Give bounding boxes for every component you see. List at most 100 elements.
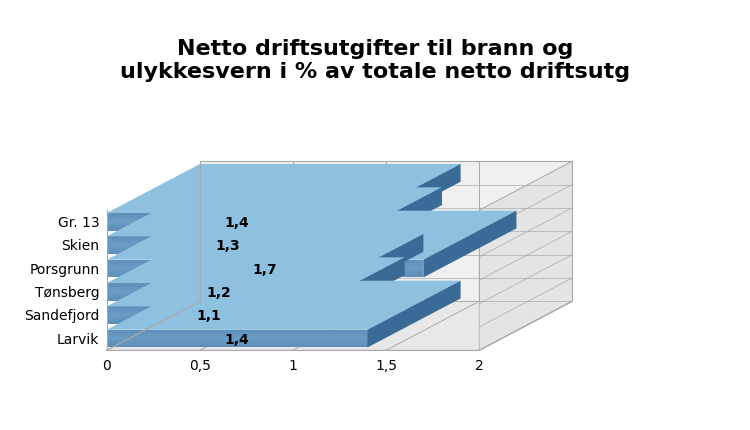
Polygon shape [106,250,349,251]
Polygon shape [106,335,368,336]
Text: Larvik: Larvik [57,332,99,346]
Text: 0: 0 [103,359,111,372]
Polygon shape [106,284,330,285]
Polygon shape [106,215,368,216]
Text: 1,7: 1,7 [253,262,278,276]
Polygon shape [106,245,349,246]
Text: Tønsberg: Tønsberg [34,285,99,299]
Polygon shape [106,264,423,265]
Polygon shape [106,293,330,294]
Polygon shape [106,332,368,333]
Polygon shape [106,307,312,308]
Polygon shape [106,266,423,267]
Polygon shape [200,162,572,301]
Polygon shape [106,298,330,299]
Polygon shape [106,341,368,342]
Polygon shape [106,342,368,343]
Polygon shape [106,246,349,247]
Polygon shape [106,219,368,220]
Polygon shape [106,247,349,248]
Polygon shape [106,239,349,240]
Polygon shape [106,322,312,323]
Polygon shape [106,311,312,312]
Polygon shape [106,243,349,244]
Text: 1,3: 1,3 [215,239,240,252]
Polygon shape [106,339,368,340]
Polygon shape [106,330,368,347]
Polygon shape [106,225,368,226]
Polygon shape [106,217,368,218]
Text: 1,5: 1,5 [375,359,397,372]
Polygon shape [312,258,405,324]
Polygon shape [106,281,460,330]
Polygon shape [106,214,368,215]
Polygon shape [106,270,423,271]
Text: 1: 1 [289,359,298,372]
Polygon shape [106,331,368,332]
Polygon shape [106,242,349,243]
Polygon shape [106,222,368,223]
Polygon shape [106,285,330,286]
Polygon shape [106,343,368,344]
Polygon shape [106,271,423,272]
Polygon shape [106,300,330,301]
Polygon shape [106,330,368,331]
Polygon shape [106,292,330,293]
Polygon shape [106,211,517,260]
Polygon shape [106,216,368,217]
Polygon shape [106,258,405,307]
Polygon shape [106,301,572,350]
Polygon shape [106,228,368,230]
Polygon shape [106,320,312,321]
Polygon shape [106,260,423,278]
Polygon shape [106,268,423,269]
Polygon shape [106,165,460,214]
Polygon shape [106,308,312,309]
Polygon shape [479,162,572,350]
Polygon shape [423,211,517,278]
Polygon shape [106,224,368,225]
Polygon shape [106,340,368,341]
Polygon shape [106,338,368,339]
Text: Porsgrunn: Porsgrunn [29,262,99,276]
Polygon shape [106,345,368,346]
Polygon shape [106,289,330,290]
Polygon shape [349,188,442,255]
Polygon shape [106,265,423,266]
Polygon shape [106,334,368,335]
Polygon shape [106,321,312,322]
Text: Netto driftsutgifter til brann og
ulykkesvern i % av totale netto driftsutg: Netto driftsutgifter til brann og ulykke… [120,39,630,82]
Polygon shape [106,346,368,347]
Polygon shape [106,263,423,264]
Polygon shape [106,307,312,324]
Text: 1,4: 1,4 [225,215,250,229]
Polygon shape [106,273,423,274]
Polygon shape [106,227,368,228]
Polygon shape [106,333,368,334]
Polygon shape [106,276,423,277]
Polygon shape [106,244,349,245]
Polygon shape [106,274,423,275]
Polygon shape [106,252,349,253]
Polygon shape [106,299,330,300]
Polygon shape [106,260,423,261]
Polygon shape [106,253,349,254]
Polygon shape [106,261,423,262]
Polygon shape [106,249,349,250]
Polygon shape [106,240,349,241]
Polygon shape [106,188,442,237]
Polygon shape [106,248,349,249]
Polygon shape [106,237,349,255]
Polygon shape [106,237,349,238]
Polygon shape [106,251,349,252]
Polygon shape [106,238,349,239]
Polygon shape [106,319,312,320]
Polygon shape [106,316,312,317]
Text: Skien: Skien [62,239,99,252]
Polygon shape [106,317,312,318]
Polygon shape [106,262,423,263]
Polygon shape [106,283,330,284]
Polygon shape [106,283,330,301]
Polygon shape [106,230,368,231]
Polygon shape [106,336,368,337]
